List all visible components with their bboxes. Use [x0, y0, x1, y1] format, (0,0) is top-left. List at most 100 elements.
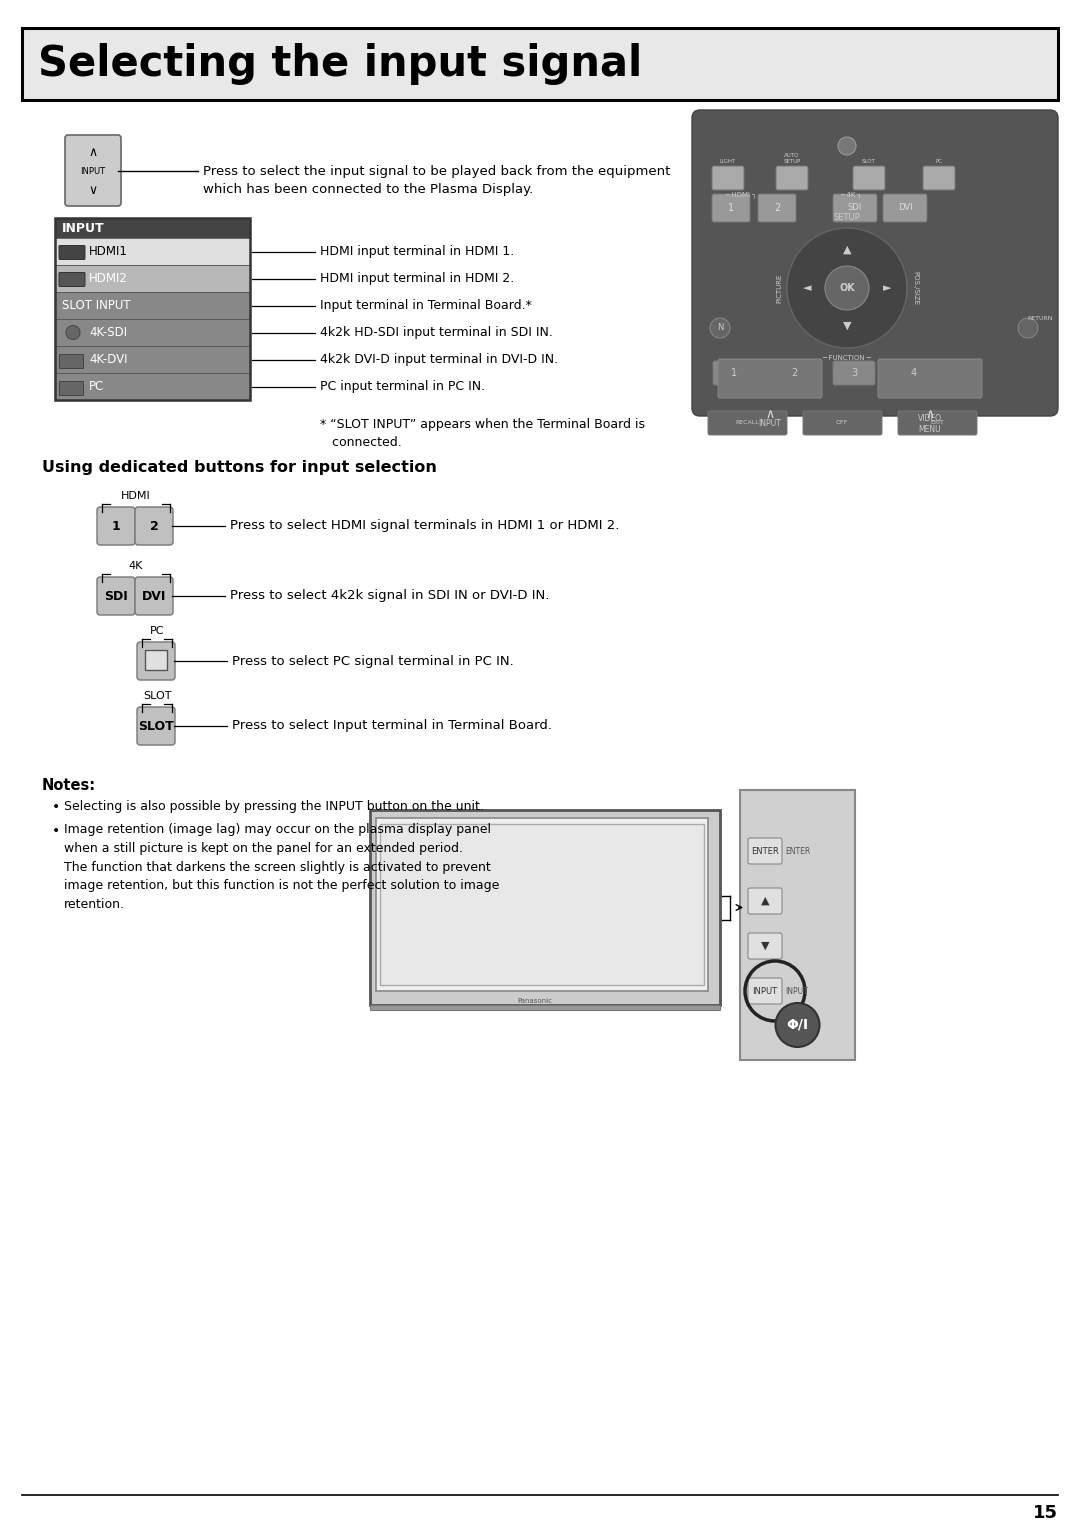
Text: 2: 2	[774, 203, 780, 212]
Circle shape	[710, 318, 730, 337]
Text: AUTO
SETUP: AUTO SETUP	[783, 153, 800, 163]
FancyBboxPatch shape	[380, 825, 704, 985]
Text: EXIT: EXIT	[930, 420, 944, 426]
Text: •: •	[52, 800, 60, 814]
Text: ◄: ◄	[802, 282, 811, 293]
Text: SLOT: SLOT	[143, 692, 172, 701]
Text: ∧: ∧	[89, 145, 97, 159]
Text: ►: ►	[882, 282, 891, 293]
Text: 4k2k DVI-D input terminal in DVI-D IN.: 4k2k DVI-D input terminal in DVI-D IN.	[320, 353, 558, 366]
FancyBboxPatch shape	[55, 266, 249, 292]
Text: Using dedicated buttons for input selection: Using dedicated buttons for input select…	[42, 460, 437, 475]
FancyBboxPatch shape	[758, 194, 796, 221]
FancyBboxPatch shape	[748, 977, 782, 1003]
FancyBboxPatch shape	[97, 577, 135, 615]
Text: ∨: ∨	[89, 183, 97, 197]
FancyBboxPatch shape	[370, 1005, 720, 1009]
FancyBboxPatch shape	[773, 360, 815, 385]
Text: Image retention (image lag) may occur on the plasma display panel
when a still p: Image retention (image lag) may occur on…	[64, 823, 499, 910]
FancyBboxPatch shape	[878, 359, 982, 399]
FancyBboxPatch shape	[376, 818, 708, 991]
Text: ∧: ∧	[926, 408, 934, 420]
Text: PICTURE: PICTURE	[777, 273, 782, 302]
Text: PC: PC	[150, 626, 164, 637]
Text: 4K-DVI: 4K-DVI	[89, 353, 127, 366]
Text: SLOT: SLOT	[138, 719, 174, 733]
FancyBboxPatch shape	[135, 507, 173, 545]
Text: Panasonic: Panasonic	[517, 999, 553, 1003]
Text: INPUT: INPUT	[753, 986, 778, 996]
FancyBboxPatch shape	[55, 218, 249, 238]
FancyBboxPatch shape	[804, 411, 882, 435]
Text: SLOT INPUT: SLOT INPUT	[62, 299, 131, 312]
Text: SLOT: SLOT	[862, 159, 876, 163]
Text: 4k2k HD-SDI input terminal in SDI IN.: 4k2k HD-SDI input terminal in SDI IN.	[320, 325, 553, 339]
Circle shape	[775, 1003, 820, 1048]
Text: •: •	[52, 823, 60, 837]
Text: INPUT: INPUT	[785, 986, 808, 996]
FancyBboxPatch shape	[833, 360, 875, 385]
Text: DVI: DVI	[141, 589, 166, 603]
FancyBboxPatch shape	[712, 166, 744, 189]
Text: SETUP: SETUP	[834, 214, 861, 223]
FancyBboxPatch shape	[740, 789, 855, 1060]
Text: POS./SIZE: POS./SIZE	[912, 270, 918, 305]
FancyBboxPatch shape	[55, 319, 249, 347]
FancyBboxPatch shape	[748, 838, 782, 864]
Text: HDMI1: HDMI1	[89, 244, 127, 258]
Text: PC: PC	[935, 159, 943, 163]
Text: SDI: SDI	[104, 589, 127, 603]
Text: Press to select the input signal to be played back from the equipment
which has : Press to select the input signal to be p…	[203, 165, 671, 197]
Circle shape	[838, 137, 856, 156]
Text: HDMI: HDMI	[121, 492, 151, 501]
FancyBboxPatch shape	[777, 166, 808, 189]
Text: INPUT: INPUT	[80, 166, 106, 176]
Text: SDI: SDI	[848, 203, 862, 212]
Text: ▼: ▼	[760, 941, 769, 951]
Text: 4K-SDI: 4K-SDI	[89, 325, 127, 339]
FancyBboxPatch shape	[883, 194, 927, 221]
FancyBboxPatch shape	[893, 360, 935, 385]
Circle shape	[1018, 318, 1038, 337]
Text: * “SLOT INPUT” appears when the Terminal Board is
   connected.: * “SLOT INPUT” appears when the Terminal…	[320, 418, 645, 449]
FancyBboxPatch shape	[137, 707, 175, 745]
FancyBboxPatch shape	[59, 272, 85, 287]
Text: ▼: ▼	[842, 321, 851, 331]
FancyBboxPatch shape	[55, 292, 249, 319]
FancyBboxPatch shape	[708, 411, 787, 435]
FancyBboxPatch shape	[55, 347, 249, 373]
Text: 1: 1	[728, 203, 734, 212]
Text: Φ/I: Φ/I	[786, 1019, 809, 1032]
FancyBboxPatch shape	[853, 166, 885, 189]
FancyBboxPatch shape	[65, 134, 121, 206]
Text: ─ 4K ┐: ─ 4K ┐	[840, 191, 862, 199]
FancyBboxPatch shape	[370, 809, 720, 1005]
Text: INPUT: INPUT	[62, 221, 105, 235]
Text: DVI: DVI	[897, 203, 913, 212]
Text: Press to select HDMI signal terminals in HDMI 1 or HDMI 2.: Press to select HDMI signal terminals in…	[230, 519, 619, 533]
Circle shape	[66, 325, 80, 339]
Text: ENTER: ENTER	[751, 846, 779, 855]
Text: HDMI input terminal in HDMI 2.: HDMI input terminal in HDMI 2.	[320, 272, 514, 286]
Text: 2: 2	[791, 368, 797, 379]
Text: 1: 1	[111, 519, 120, 533]
Text: 4: 4	[910, 368, 917, 379]
Circle shape	[787, 228, 907, 348]
Text: Press to select 4k2k signal in SDI IN or DVI-D IN.: Press to select 4k2k signal in SDI IN or…	[230, 589, 550, 603]
Text: ENTER: ENTER	[785, 846, 810, 855]
FancyBboxPatch shape	[59, 380, 83, 394]
FancyBboxPatch shape	[712, 194, 750, 221]
Text: 4K: 4K	[129, 560, 144, 571]
Text: ─ FUNCTION ─: ─ FUNCTION ─	[823, 354, 872, 360]
Text: N: N	[717, 324, 724, 333]
Circle shape	[825, 266, 869, 310]
FancyBboxPatch shape	[713, 360, 755, 385]
FancyBboxPatch shape	[97, 507, 135, 545]
Text: HDMI input terminal in HDMI 1.: HDMI input terminal in HDMI 1.	[320, 244, 514, 258]
FancyBboxPatch shape	[897, 411, 977, 435]
Text: OK: OK	[839, 282, 855, 293]
Text: 3: 3	[851, 368, 858, 379]
Text: ▲: ▲	[842, 244, 851, 255]
FancyBboxPatch shape	[22, 27, 1058, 99]
Text: Notes:: Notes:	[42, 777, 96, 793]
